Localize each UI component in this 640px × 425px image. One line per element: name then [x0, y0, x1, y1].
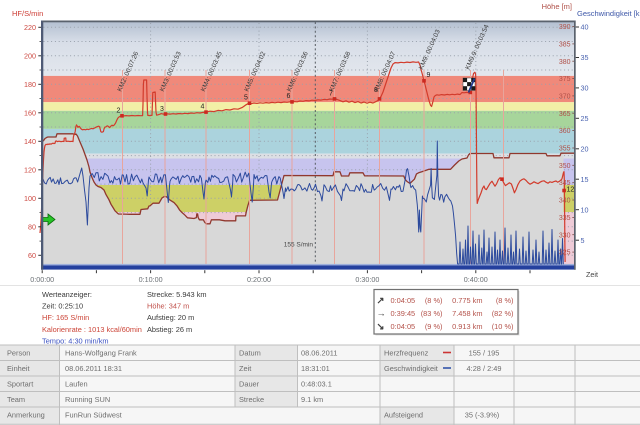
svg-text:35 (-3.9%): 35 (-3.9%): [465, 411, 500, 420]
svg-text:160: 160: [24, 108, 36, 117]
svg-text:0:30:00: 0:30:00: [355, 275, 379, 284]
svg-text:Höhe: 347 m: Höhe: 347 m: [147, 302, 189, 311]
svg-text:335: 335: [559, 215, 571, 222]
svg-text:Geschwindigkeit: Geschwindigkeit: [384, 364, 438, 373]
svg-text:Abstieg: 26 m: Abstieg: 26 m: [147, 325, 192, 334]
svg-text:Einheit: Einheit: [7, 364, 30, 373]
svg-text:0:48:03.1: 0:48:03.1: [301, 380, 332, 389]
svg-text:0:20:00: 0:20:00: [247, 275, 271, 284]
svg-text:Kalorienrate : 1013 kcal/60min: Kalorienrate : 1013 kcal/60min: [42, 325, 142, 334]
svg-text:100: 100: [24, 194, 36, 203]
svg-text:220: 220: [24, 23, 36, 32]
svg-text:25: 25: [581, 114, 589, 123]
svg-text:Herzfrequenz: Herzfrequenz: [384, 349, 429, 358]
svg-text:→: →: [377, 308, 387, 319]
svg-text:Anmerkung: Anmerkung: [7, 411, 45, 420]
svg-text:155 / 195: 155 / 195: [469, 349, 500, 358]
svg-text:08.06.2011: 08.06.2011: [301, 349, 337, 358]
svg-text:340: 340: [559, 198, 571, 205]
svg-text:200: 200: [24, 51, 36, 60]
svg-text:(10 %): (10 %): [492, 322, 514, 331]
svg-text:(82 %): (82 %): [492, 309, 514, 318]
svg-text:8: 8: [374, 87, 378, 94]
svg-text:Geschwindigkeit [km/h]: Geschwindigkeit [km/h]: [577, 9, 640, 18]
svg-text:Laufen: Laufen: [65, 380, 88, 389]
svg-text:390: 390: [559, 24, 571, 31]
svg-text:Aufstieg: 20 m: Aufstieg: 20 m: [147, 313, 194, 322]
svg-text:385: 385: [559, 42, 571, 49]
svg-text:60: 60: [28, 251, 36, 260]
svg-text:Höhe [m]: Höhe [m]: [542, 2, 572, 11]
svg-text:325: 325: [559, 250, 571, 257]
svg-text:375: 375: [559, 76, 571, 83]
svg-text:370: 370: [559, 94, 571, 101]
svg-text:380: 380: [559, 59, 571, 66]
svg-text:Dauer: Dauer: [239, 380, 260, 389]
svg-text:360: 360: [559, 128, 571, 135]
svg-text:350: 350: [559, 163, 571, 170]
svg-text:FunRun Südwest: FunRun Südwest: [65, 411, 122, 420]
svg-text:355: 355: [559, 146, 571, 153]
svg-text:Strecke: Strecke: [239, 395, 264, 404]
svg-text:155 S/min: 155 S/min: [284, 242, 314, 249]
svg-text:6: 6: [287, 93, 291, 100]
svg-text:180: 180: [24, 80, 36, 89]
svg-text:(9 %): (9 %): [425, 322, 443, 331]
svg-text:Person: Person: [7, 349, 30, 358]
svg-text:80: 80: [28, 222, 36, 231]
svg-text:Hans-Wolfgang Frank: Hans-Wolfgang Frank: [65, 349, 137, 358]
svg-text:10: 10: [581, 205, 589, 214]
svg-text:0:10:00: 0:10:00: [139, 275, 163, 284]
svg-text:40: 40: [581, 23, 589, 32]
svg-text:9.1 km: 9.1 km: [301, 395, 323, 404]
svg-text:Sportart: Sportart: [7, 380, 33, 389]
svg-text:(8 %): (8 %): [425, 296, 443, 305]
svg-text:0:04:05: 0:04:05: [391, 296, 416, 305]
svg-text:08.06.2011 18:31: 08.06.2011 18:31: [65, 364, 122, 373]
svg-text:15: 15: [581, 175, 589, 184]
svg-text:120: 120: [24, 165, 36, 174]
svg-text:4:28 / 2:49: 4:28 / 2:49: [467, 364, 502, 373]
svg-text:(83 %): (83 %): [421, 309, 443, 318]
svg-text:0.775 km: 0.775 km: [452, 296, 482, 305]
svg-text:35: 35: [581, 53, 589, 62]
svg-text:↗: ↗: [377, 296, 385, 307]
svg-text:Zeit: 0:25:10: Zeit: 0:25:10: [42, 302, 83, 311]
svg-text:Team: Team: [7, 395, 25, 404]
svg-text:0:39:45: 0:39:45: [391, 309, 416, 318]
svg-text:365: 365: [559, 111, 571, 118]
svg-text:Werteanzeiger:: Werteanzeiger:: [42, 290, 92, 299]
svg-text:Tempo: 4:30 min/km: Tempo: 4:30 min/km: [42, 336, 109, 345]
svg-text:140: 140: [24, 137, 36, 146]
svg-text:5: 5: [244, 95, 248, 102]
svg-text:Aufsteigend: Aufsteigend: [384, 411, 423, 420]
svg-text:Zeit: Zeit: [586, 270, 598, 279]
svg-text:0.913 km: 0.913 km: [452, 322, 482, 331]
svg-text:7.458 km: 7.458 km: [452, 309, 482, 318]
svg-text:Running SUN: Running SUN: [65, 395, 110, 404]
svg-text:330: 330: [559, 232, 571, 239]
svg-text:5: 5: [581, 236, 585, 245]
svg-text:9: 9: [427, 72, 431, 79]
svg-text:345: 345: [559, 180, 571, 187]
svg-text:0:00:00: 0:00:00: [30, 275, 54, 284]
svg-text:0:40:00: 0:40:00: [464, 275, 488, 284]
svg-text:Zeit: Zeit: [239, 364, 251, 373]
svg-text:4: 4: [201, 104, 205, 111]
svg-text:(8 %): (8 %): [496, 296, 514, 305]
svg-text:3: 3: [160, 106, 164, 113]
svg-text:18:31:01: 18:31:01: [301, 364, 330, 373]
svg-text:↘: ↘: [377, 321, 385, 332]
svg-text:12: 12: [567, 187, 575, 194]
svg-text:7: 7: [329, 91, 333, 98]
svg-text:HF: 165 S/min: HF: 165 S/min: [42, 313, 89, 322]
svg-text:30: 30: [581, 84, 589, 93]
svg-text:0:04:05: 0:04:05: [391, 322, 416, 331]
svg-text:20: 20: [581, 145, 589, 154]
svg-text:Datum: Datum: [239, 349, 261, 358]
svg-text:2: 2: [117, 108, 121, 115]
svg-text:Strecke: 5.943 km: Strecke: 5.943 km: [147, 290, 207, 299]
svg-text:HF/S/min: HF/S/min: [12, 9, 43, 18]
